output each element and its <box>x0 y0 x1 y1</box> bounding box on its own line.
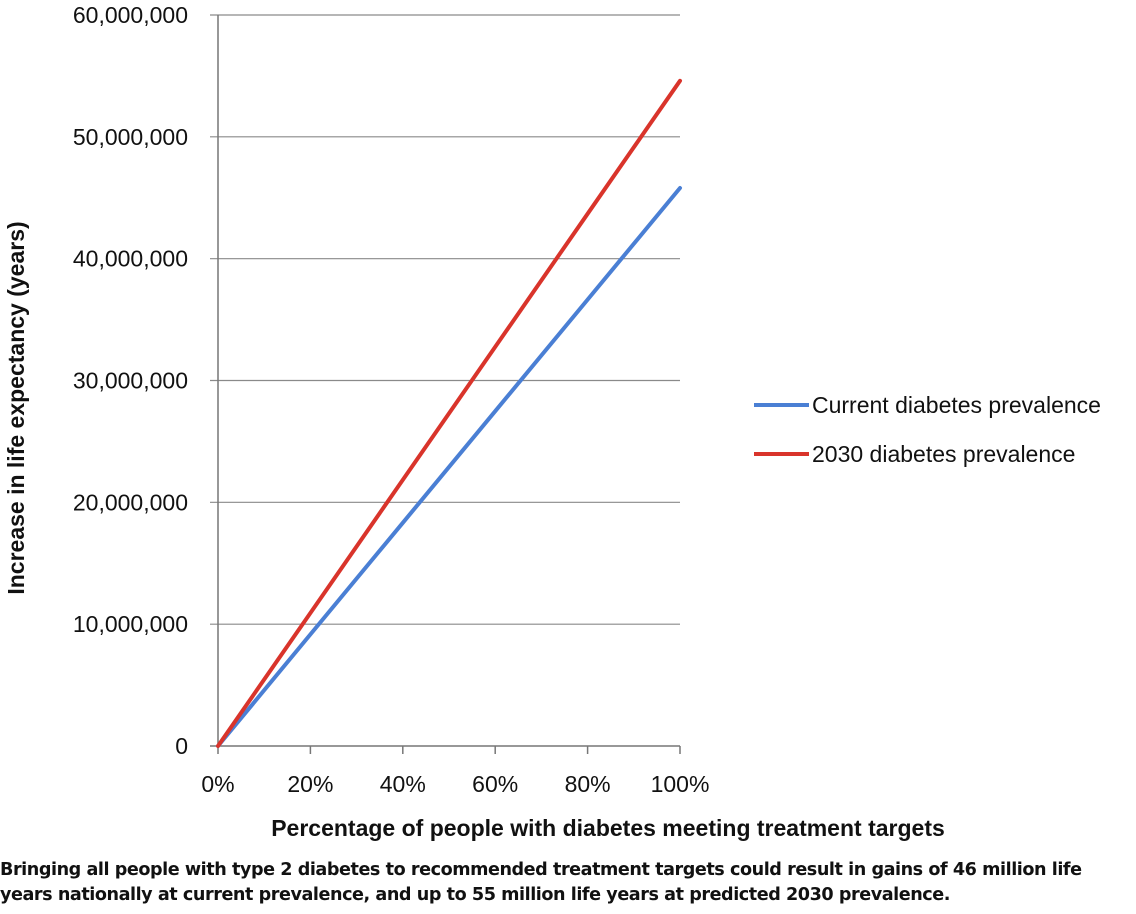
legend: Current diabetes prevalence 2030 diabetes… <box>754 392 1101 467</box>
gridlines <box>210 14 680 625</box>
y-tick-label: 10,000,000 <box>73 611 188 637</box>
x-tick-label: 80% <box>565 771 611 797</box>
y-tick-label: 40,000,000 <box>73 246 188 272</box>
x-axis-tick-labels: 0% 20% 40% 60% 80% 100% <box>201 771 709 797</box>
y-tick-label: 60,000,000 <box>73 2 188 28</box>
x-axis-title: Percentage of people with diabetes meeti… <box>271 815 945 841</box>
series-line-current-prevalence <box>216 186 682 748</box>
axes <box>210 15 681 754</box>
legend-label: 2030 diabetes prevalence <box>812 441 1075 467</box>
x-tick-label: 40% <box>380 771 426 797</box>
y-axis-tick-labels: 0 10,000,000 20,000,000 30,000,000 40,000,00… <box>73 2 188 759</box>
y-tick-label: 30,000,000 <box>73 368 188 394</box>
y-tick-label: 50,000,000 <box>73 124 188 150</box>
series-line-2030-prevalence <box>216 78 682 748</box>
y-tick-label: 0 <box>175 733 188 759</box>
x-tick-label: 60% <box>472 771 518 797</box>
x-tick-label: 100% <box>651 771 710 797</box>
figure-caption: Bringing all people with type 2 diabetes… <box>0 860 1082 905</box>
y-tick-label: 20,000,000 <box>73 489 188 515</box>
data-series <box>216 78 682 748</box>
x-tick-label: 0% <box>201 771 234 797</box>
x-tick-label: 20% <box>287 771 333 797</box>
y-axis-title: Increase in life expectancy (years) <box>3 221 29 594</box>
legend-label: Current diabetes prevalence <box>812 392 1101 418</box>
